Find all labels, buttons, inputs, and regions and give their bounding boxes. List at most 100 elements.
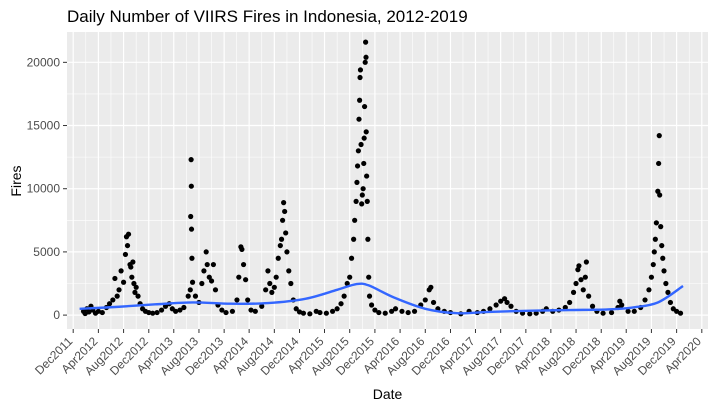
data-point: [129, 274, 135, 280]
data-point: [269, 289, 275, 295]
data-point: [252, 308, 258, 314]
data-point: [323, 310, 329, 316]
data-point: [116, 287, 122, 293]
data-point: [187, 287, 193, 293]
data-point: [430, 299, 437, 306]
data-point: [236, 274, 242, 280]
data-point: [567, 299, 573, 306]
data-point: [652, 236, 658, 242]
data-point: [212, 287, 219, 293]
data-point: [362, 59, 368, 65]
x-axis: Dec2011Apr2012Aug2012Dec2012Apr2013Aug20…: [32, 329, 704, 378]
data-point: [245, 297, 251, 303]
data-point: [132, 289, 138, 295]
x-axis-title: Date: [373, 386, 403, 402]
data-point: [586, 293, 592, 299]
data-point: [648, 274, 655, 280]
data-point: [219, 307, 225, 313]
data-point: [354, 163, 361, 169]
data-point: [229, 308, 236, 314]
y-axis: 0 5000 10000 15000 20000: [27, 55, 67, 322]
data-point: [600, 310, 606, 316]
data-point: [562, 304, 568, 311]
data-point: [365, 236, 371, 242]
data-point: [288, 280, 294, 287]
data-point: [150, 310, 156, 316]
data-point: [273, 274, 279, 280]
data-point: [317, 309, 323, 316]
data-point: [361, 103, 368, 110]
data-point: [106, 301, 113, 307]
data-point: [405, 309, 411, 316]
data-point: [527, 311, 533, 317]
data-point: [660, 255, 666, 261]
data-point: [234, 297, 240, 303]
data-point: [329, 308, 336, 314]
data-point: [608, 309, 615, 316]
data-point: [399, 308, 405, 314]
data-point: [185, 293, 191, 299]
data-point: [658, 224, 664, 230]
data-point: [361, 135, 367, 141]
data-point: [210, 261, 217, 268]
data-point: [146, 309, 152, 316]
data-point: [95, 308, 101, 314]
data-point: [619, 302, 625, 308]
data-point: [360, 186, 366, 192]
data-point: [243, 277, 249, 283]
data-point: [240, 261, 247, 268]
data-point: [533, 310, 539, 316]
data-point: [487, 306, 493, 312]
data-point: [646, 287, 652, 293]
y-tick-label: 5000: [33, 245, 60, 259]
data-point: [177, 307, 183, 313]
data-point: [239, 246, 245, 252]
data-point: [356, 116, 362, 122]
data-point: [99, 309, 105, 316]
data-point: [366, 293, 373, 299]
data-point: [154, 309, 160, 316]
data-point: [286, 268, 292, 274]
data-point: [263, 287, 269, 293]
data-point: [114, 293, 120, 299]
data-point: [363, 129, 369, 135]
data-point: [428, 284, 434, 290]
data-point: [576, 263, 582, 269]
data-point: [366, 274, 372, 280]
data-point: [267, 280, 273, 287]
data-point: [363, 39, 369, 45]
data-point: [192, 293, 199, 299]
data-point: [133, 284, 139, 290]
data-point: [361, 160, 367, 167]
data-point: [112, 275, 118, 282]
data-point: [86, 309, 92, 315]
smooth-line: [79, 282, 684, 315]
data-point: [663, 280, 669, 287]
data-point: [355, 148, 361, 154]
data-point: [279, 217, 286, 223]
chart-title: Daily Number of VIIRS Fires in Indonesia…: [67, 7, 468, 26]
data-point: [657, 192, 663, 198]
data-point: [188, 157, 194, 163]
y-tick-label: 15000: [27, 119, 61, 133]
data-point: [359, 192, 365, 198]
data-point: [363, 54, 369, 60]
data-point: [275, 255, 281, 261]
data-point: [338, 301, 344, 307]
data-point: [118, 268, 124, 274]
data-point: [347, 274, 353, 280]
data-point: [130, 259, 136, 265]
data-point: [642, 297, 648, 303]
data-point: [120, 279, 127, 285]
data-point: [300, 310, 307, 316]
data-point: [296, 309, 303, 315]
data-point: [282, 208, 288, 215]
data-point: [188, 183, 194, 189]
data-point: [659, 242, 665, 249]
data-point: [341, 293, 347, 299]
data-point: [248, 307, 254, 313]
data-point: [203, 249, 209, 255]
data-point: [284, 249, 290, 255]
data-point: [189, 255, 195, 261]
